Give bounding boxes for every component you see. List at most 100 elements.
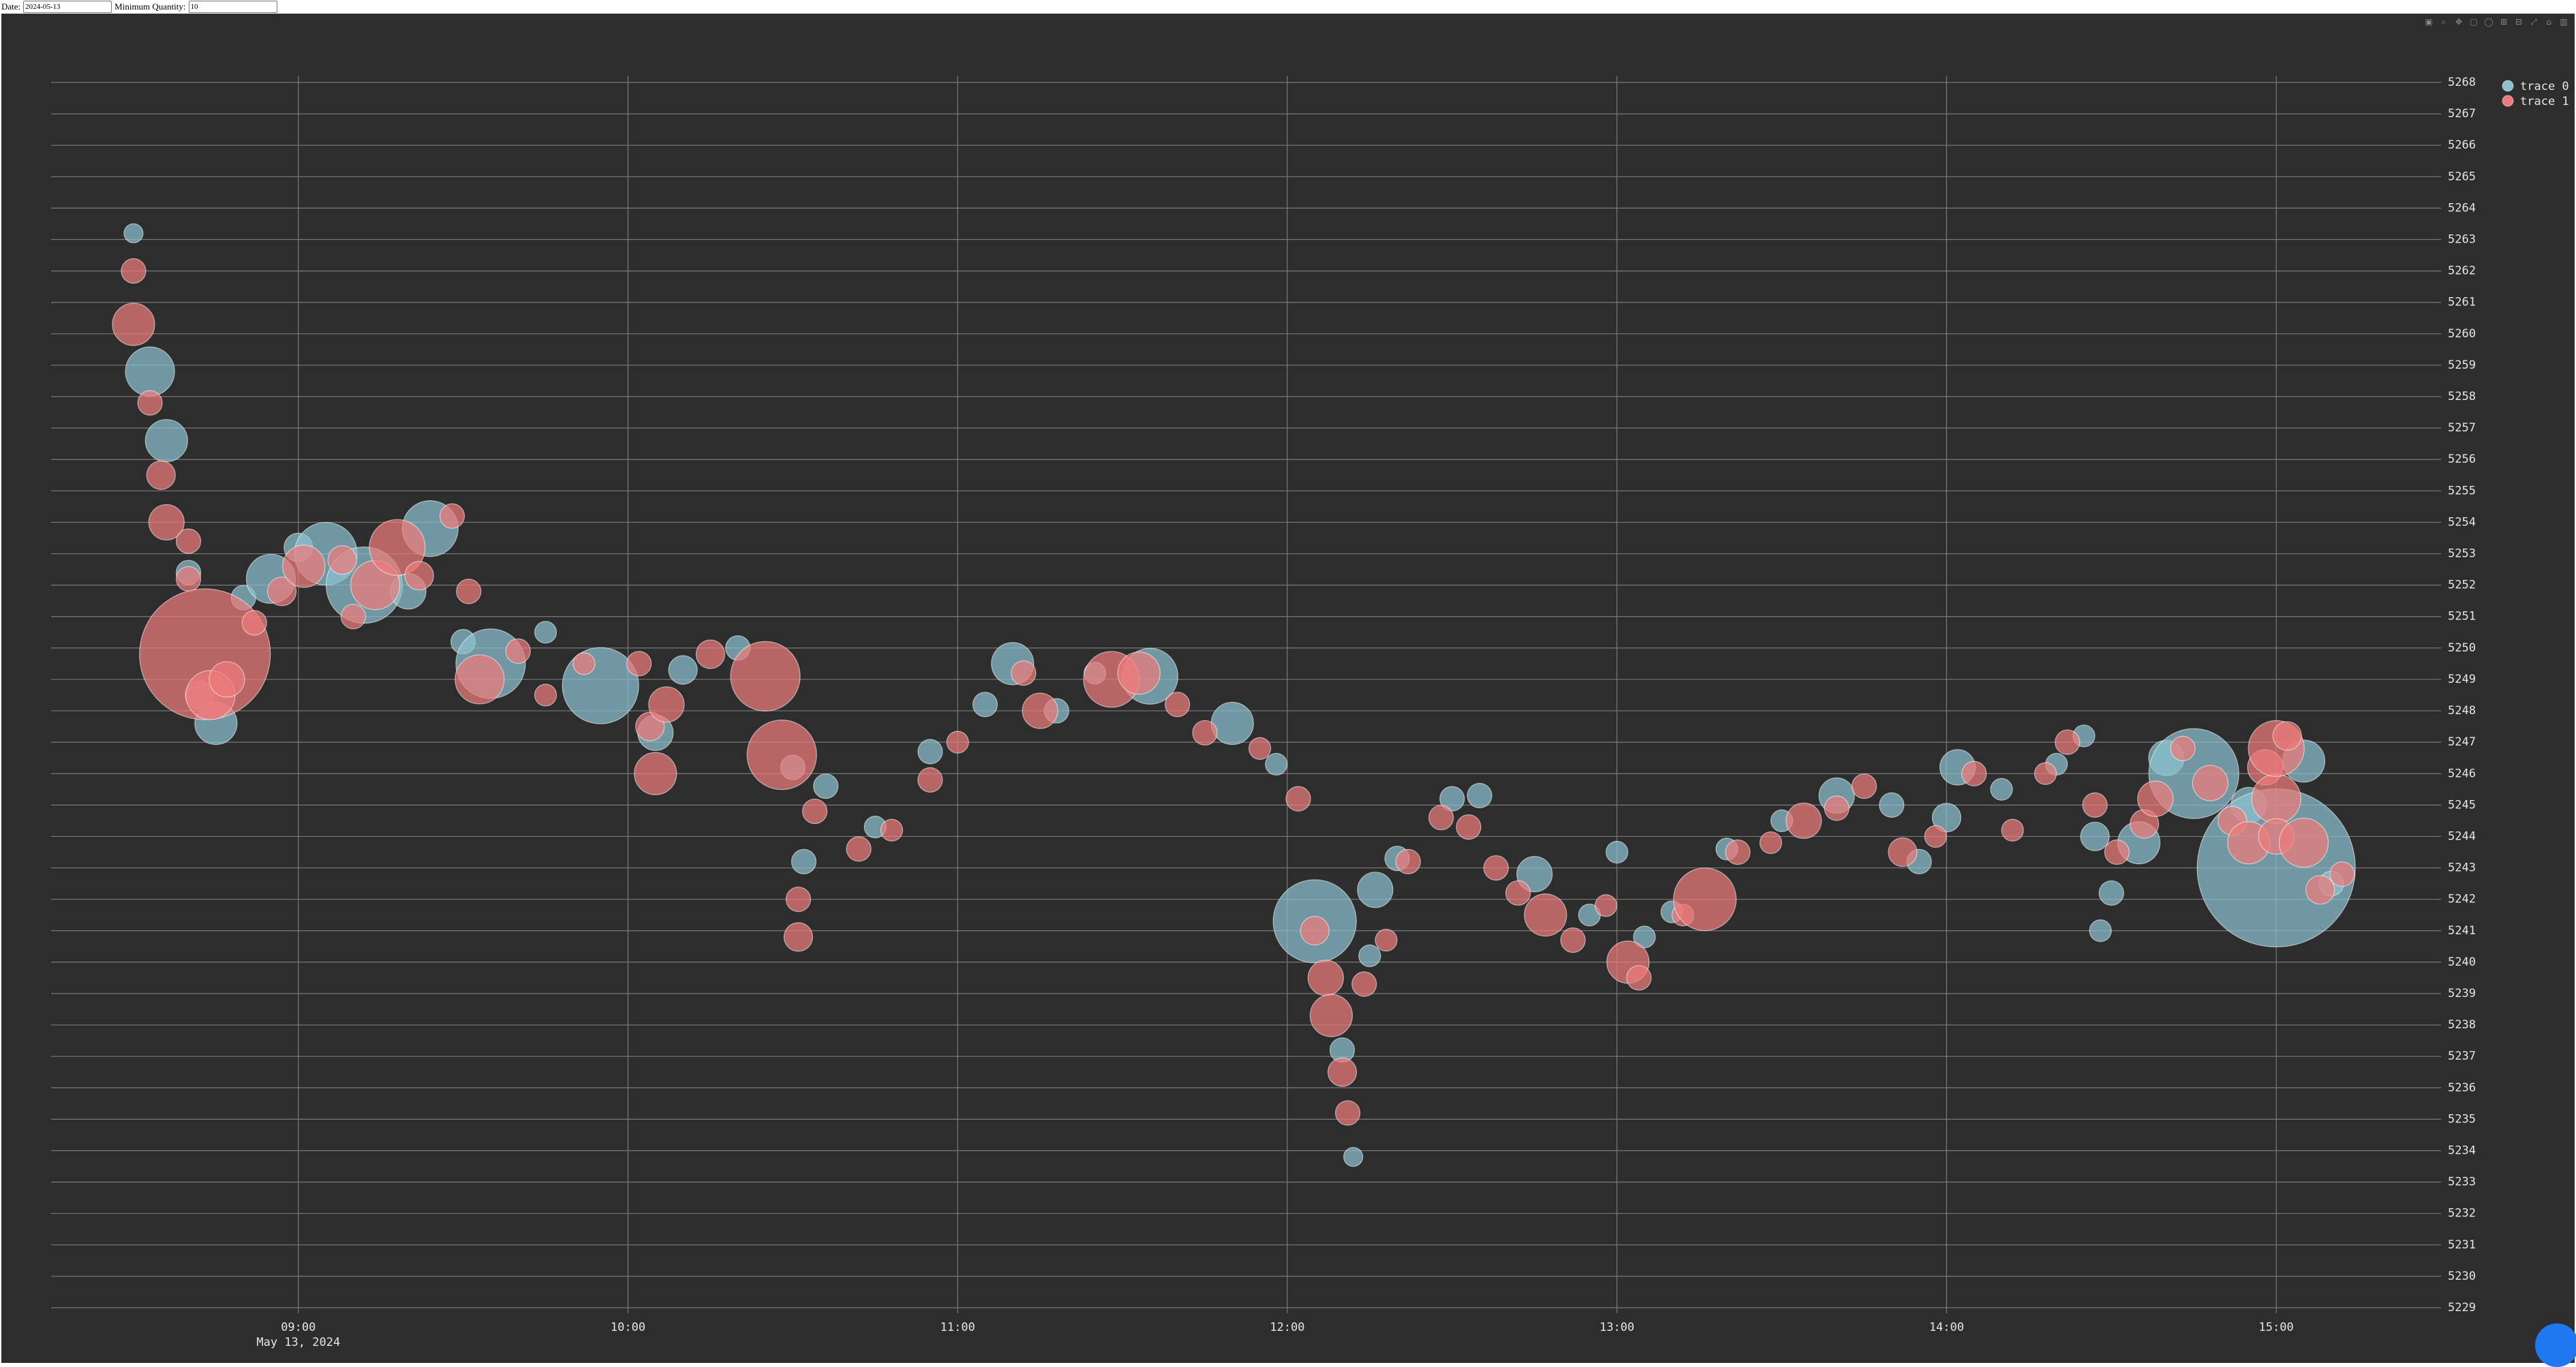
trace1-marker[interactable] xyxy=(1165,692,1191,718)
legend-label[interactable]: trace 1 xyxy=(2520,95,2569,108)
trace0-marker[interactable] xyxy=(2080,821,2110,852)
trace1-marker[interactable] xyxy=(146,460,176,490)
trace1-marker[interactable] xyxy=(2272,721,2302,751)
trace0-marker[interactable] xyxy=(1606,840,1629,864)
trace1-marker[interactable] xyxy=(1524,893,1567,937)
trace1-marker[interactable] xyxy=(1851,773,1877,799)
trace0-marker[interactable] xyxy=(791,848,817,874)
trace1-marker[interactable] xyxy=(2082,792,2108,818)
trace1-marker[interactable] xyxy=(880,818,904,842)
trace1-marker[interactable] xyxy=(1759,831,1783,855)
trace1-marker[interactable] xyxy=(1011,660,1037,686)
trace1-marker[interactable] xyxy=(1327,1057,1358,1087)
trace1-marker[interactable] xyxy=(327,545,357,575)
trace1-marker[interactable] xyxy=(455,654,505,705)
trace1-marker[interactable] xyxy=(2305,875,2335,905)
trace1-marker[interactable] xyxy=(369,519,426,576)
trace1-marker[interactable] xyxy=(148,504,185,541)
trace1-marker[interactable] xyxy=(648,686,685,723)
legend-label[interactable]: trace 0 xyxy=(2520,80,2569,93)
trace1-marker[interactable] xyxy=(1824,795,1850,821)
trace1-marker[interactable] xyxy=(1335,1100,1361,1126)
trace1-marker[interactable] xyxy=(1351,971,1377,997)
zoom-out-icon[interactable]: ⊟ xyxy=(2515,17,2523,27)
trace1-marker[interactable] xyxy=(1888,837,1918,867)
trace1-marker[interactable] xyxy=(404,561,434,591)
lasso-icon[interactable]: ◯ xyxy=(2484,17,2494,27)
trace0-marker[interactable] xyxy=(534,621,557,644)
trace1-marker[interactable] xyxy=(1375,928,1398,952)
trace0-marker[interactable] xyxy=(1439,786,1465,812)
trace1-marker[interactable] xyxy=(1300,916,1330,946)
trace0-marker[interactable] xyxy=(917,739,943,765)
box-select-icon[interactable]: ▢ xyxy=(2470,17,2478,27)
scatter-chart[interactable]: 5229 5230 5231 5232 5233 5234 5235 5236 5237 5238… xyxy=(1,14,2575,1363)
trace1-marker[interactable] xyxy=(634,752,677,795)
trace1-marker[interactable] xyxy=(2192,765,2228,801)
trace1-marker[interactable] xyxy=(2251,773,2301,824)
trace1-marker[interactable] xyxy=(439,503,465,529)
trace1-marker[interactable] xyxy=(1924,825,1947,848)
trace0-marker[interactable] xyxy=(125,346,175,397)
trace0-marker[interactable] xyxy=(123,223,144,243)
trace1-marker[interactable] xyxy=(1626,965,1652,991)
trace1-marker[interactable] xyxy=(282,544,326,588)
zoom-in-icon[interactable]: ⊞ xyxy=(2500,17,2508,27)
trace0-marker[interactable] xyxy=(1210,701,1254,746)
trace1-marker[interactable] xyxy=(1673,867,1737,932)
trace1-marker[interactable] xyxy=(121,258,147,284)
trace1-marker[interactable] xyxy=(2278,818,2329,868)
legend-marker[interactable] xyxy=(2502,80,2514,92)
trace0-marker[interactable] xyxy=(1931,803,1962,833)
trace0-marker[interactable] xyxy=(972,692,998,718)
plotly-logo-icon[interactable]: ▥ xyxy=(2560,17,2568,27)
trace0-marker[interactable] xyxy=(1633,925,1656,949)
reset-axes-icon[interactable]: ⌂ xyxy=(2546,17,2551,27)
trace1-marker[interactable] xyxy=(534,684,557,707)
trace1-marker[interactable] xyxy=(730,641,801,711)
trace1-marker[interactable] xyxy=(2001,818,2024,842)
trace1-marker[interactable] xyxy=(1022,692,1058,729)
trace1-marker[interactable] xyxy=(2329,861,2355,887)
trace1-marker[interactable] xyxy=(340,604,367,630)
trace1-marker[interactable] xyxy=(209,661,245,698)
trace1-marker[interactable] xyxy=(1785,802,1822,840)
trace1-marker[interactable] xyxy=(1961,761,1987,786)
trace1-marker[interactable] xyxy=(2170,735,2196,761)
trace1-marker[interactable] xyxy=(1117,651,1161,695)
trace0-marker[interactable] xyxy=(668,655,698,685)
trace1-marker[interactable] xyxy=(746,719,817,790)
date-input[interactable] xyxy=(23,1,112,13)
trace0-marker[interactable] xyxy=(1357,872,1394,908)
camera-icon[interactable]: ▣ xyxy=(2425,17,2433,27)
trace1-marker[interactable] xyxy=(946,731,969,754)
trace1-marker[interactable] xyxy=(267,577,297,606)
trace1-marker[interactable] xyxy=(1483,855,1509,881)
trace1-marker[interactable] xyxy=(2137,780,2174,817)
trace1-marker[interactable] xyxy=(175,566,202,592)
trace1-marker[interactable] xyxy=(1505,880,1531,906)
trace1-marker[interactable] xyxy=(505,638,531,664)
trace1-marker[interactable] xyxy=(112,303,155,346)
trace1-marker[interactable] xyxy=(1307,959,1345,996)
trace0-marker[interactable] xyxy=(1265,752,1288,776)
trace1-marker[interactable] xyxy=(1456,814,1482,840)
trace1-marker[interactable] xyxy=(175,528,202,554)
trace1-marker[interactable] xyxy=(2104,839,2130,865)
trace1-marker[interactable] xyxy=(917,767,943,793)
trace1-marker[interactable] xyxy=(785,887,812,912)
trace0-marker[interactable] xyxy=(2098,880,2124,906)
trace0-marker[interactable] xyxy=(1358,944,1381,968)
trace0-marker[interactable] xyxy=(1990,778,2013,801)
autoscale-icon[interactable]: ⤢ xyxy=(2530,17,2537,27)
trace1-marker[interactable] xyxy=(1192,720,1218,746)
trace0-marker[interactable] xyxy=(144,418,188,463)
trace1-marker[interactable] xyxy=(456,579,482,604)
trace0-marker[interactable] xyxy=(1467,782,1492,809)
trace1-marker[interactable] xyxy=(1395,848,1421,874)
trace1-marker[interactable] xyxy=(137,390,163,416)
trace1-marker[interactable] xyxy=(1560,927,1586,953)
trace1-marker[interactable] xyxy=(1725,839,1751,865)
plot-area[interactable]: ▣ ⌕ ✥ ▢ ◯ ⊞ ⊟ ⤢ ⌂ ▥ 5229 5230 5231 5232 5233… xyxy=(1,14,2576,1367)
trace1-marker[interactable] xyxy=(626,651,652,677)
